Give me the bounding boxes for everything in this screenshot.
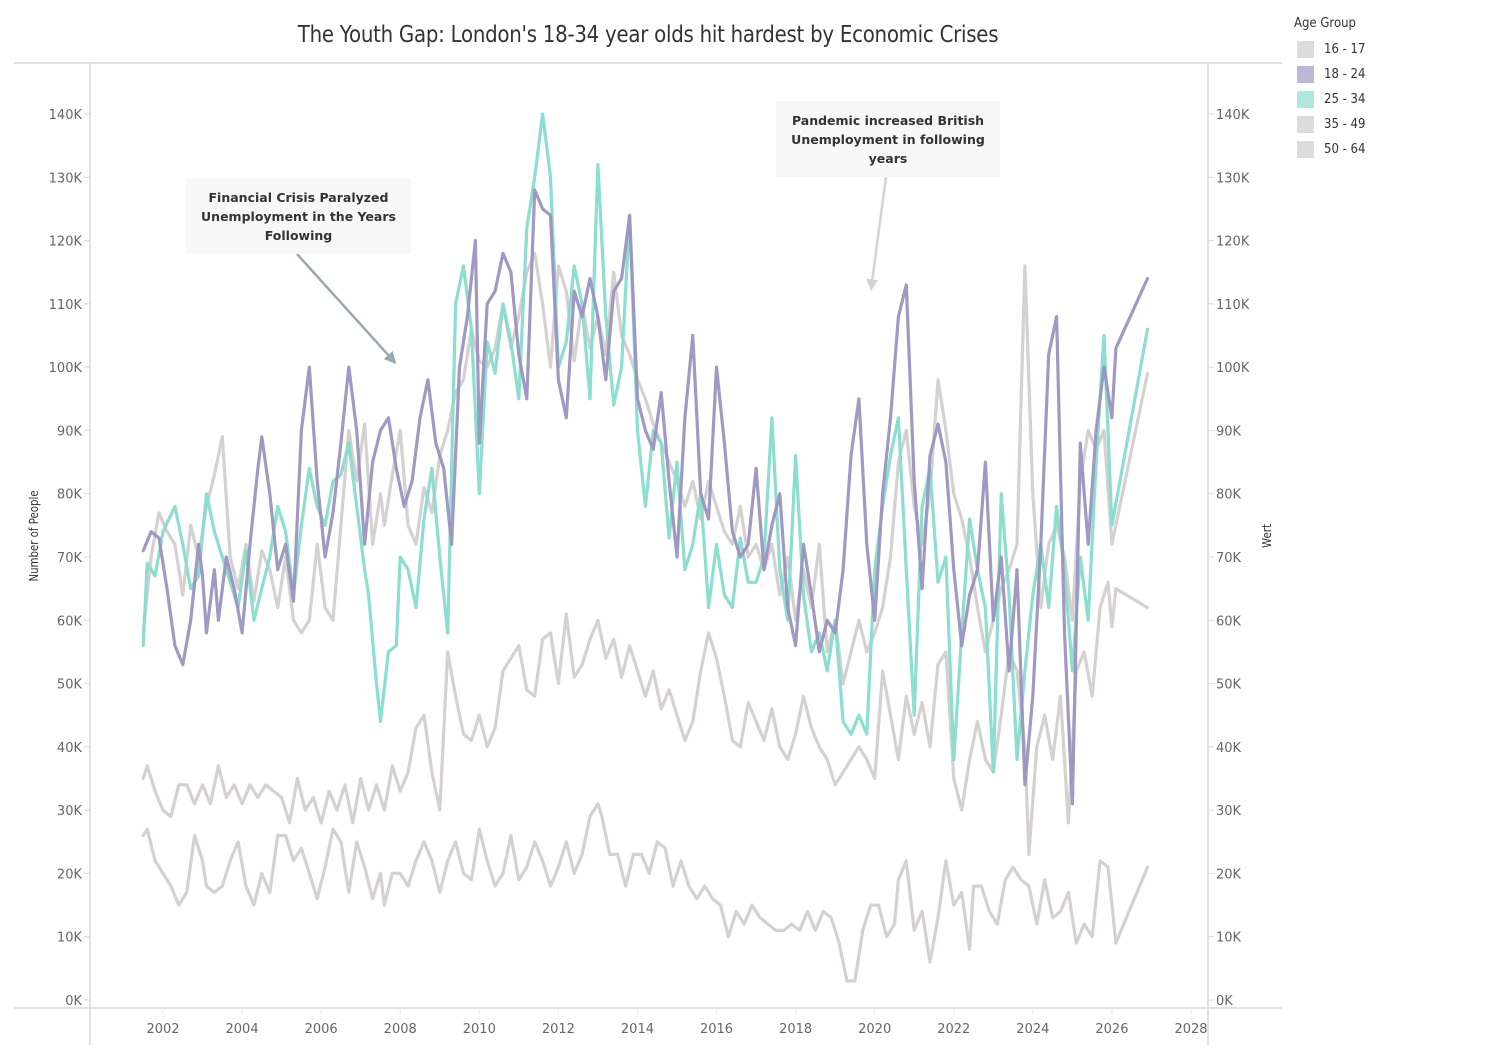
- y-tick-label-left: 40K: [57, 741, 83, 756]
- series-line-50-64: [141, 251, 1150, 686]
- y-tick-label-left: 90K: [57, 424, 83, 439]
- x-tick-label: 2022: [937, 1022, 970, 1037]
- series-line-35-49: [141, 580, 1150, 856]
- x-tick-label: 2024: [1016, 1022, 1049, 1037]
- x-tick-label: 2010: [463, 1022, 496, 1037]
- y-tick-label-left: 140K: [49, 108, 83, 123]
- legend-swatch: [1297, 116, 1314, 133]
- legend-swatch: [1297, 91, 1314, 108]
- x-tick-label: 2012: [542, 1022, 575, 1037]
- legend-item-25-34[interactable]: 25 - 34: [1294, 87, 1370, 112]
- y-axis-right: 0K 10K 20K 30K 40K 50K 60K 70K 80K 90K 100K 110K 120…: [1208, 108, 1250, 1009]
- x-tick-label: 2026: [1095, 1022, 1128, 1037]
- y-axis-left: 0K 10K 20K 30K 40K 50K 60K 70K 80K 90K 100K 110K 120…: [49, 108, 90, 1009]
- x-tick-label: 2020: [858, 1022, 891, 1037]
- y-tick-label-right: 20K: [1216, 867, 1242, 882]
- y-tick-label-left: 130K: [49, 171, 83, 186]
- y-axis-title-left: Number of People: [27, 490, 41, 581]
- y-tick-label-right: 40K: [1216, 741, 1242, 756]
- series-line-25-34: [141, 112, 1150, 774]
- y-tick-label-left: 100K: [49, 361, 83, 376]
- y-tick-label-right: 0K: [1216, 994, 1233, 1009]
- y-tick-label-right: 130K: [1216, 171, 1250, 186]
- legend-label: 16 - 17: [1324, 42, 1366, 57]
- x-tick-label: 2016: [700, 1022, 733, 1037]
- annotation-arrow-head: [383, 351, 397, 364]
- legend-label: 35 - 49: [1324, 117, 1366, 132]
- y-tick-label-left: 120K: [49, 235, 83, 250]
- annotation-pandemic: Pandemic increased British Unemployment …: [776, 101, 1000, 177]
- y-tick-label-right: 70K: [1216, 551, 1242, 566]
- y-tick-label-right: 80K: [1216, 488, 1242, 503]
- legend-item-35-49[interactable]: 35 - 49: [1294, 112, 1370, 137]
- x-tick-label: 2028: [1174, 1022, 1207, 1037]
- x-tick-label: 2006: [305, 1022, 338, 1037]
- legend-title: Age Group: [1294, 16, 1356, 31]
- y-tick-label-left: 50K: [57, 678, 83, 693]
- y-tick-label-right: 10K: [1216, 931, 1242, 946]
- y-tick-label-right: 140K: [1216, 108, 1250, 123]
- y-tick-label-left: 0K: [65, 994, 82, 1009]
- legend-swatch: [1297, 66, 1314, 83]
- y-tick-label-right: 110K: [1216, 298, 1250, 313]
- series-lines: [141, 112, 1150, 983]
- x-tick-label: 2018: [779, 1022, 812, 1037]
- legend-swatch: [1297, 41, 1314, 58]
- y-tick-label-left: 10K: [57, 931, 83, 946]
- y-tick-label-left: 20K: [57, 867, 83, 882]
- y-tick-label-left: 30K: [57, 804, 83, 819]
- y-tick-label-right: 100K: [1216, 361, 1250, 376]
- x-axis: 2002 2004 2006 2008 2010 2012 2014 2016 2018 2020…: [146, 1008, 1208, 1037]
- y-tick-label-right: 90K: [1216, 424, 1242, 439]
- y-tick-label-left: 70K: [57, 551, 83, 566]
- x-tick-label: 2002: [146, 1022, 179, 1037]
- x-tick-label: 2014: [621, 1022, 654, 1037]
- y-tick-label-right: 60K: [1216, 614, 1242, 629]
- annotation-arrow-line: [296, 253, 390, 356]
- series-line-18-24: [141, 188, 1150, 806]
- annotation-arrows: [296, 176, 888, 364]
- annotation-arrow-head: [866, 278, 879, 292]
- y-tick-label-left: 80K: [57, 488, 83, 503]
- legend-label: 25 - 34: [1324, 92, 1366, 107]
- y-tick-label-right: 120K: [1216, 235, 1250, 250]
- legend-item-50-64[interactable]: 50 - 64: [1294, 137, 1370, 162]
- legend-item-18-24[interactable]: 18 - 24: [1294, 62, 1370, 87]
- legend-item-16-17[interactable]: 16 - 17: [1294, 37, 1370, 62]
- legend-swatch: [1297, 141, 1314, 158]
- y-tick-label-right: 30K: [1216, 804, 1242, 819]
- legend: Age Group 16 - 17 18 - 24 25 - 34 35 - 49 50…: [1294, 16, 1370, 162]
- y-tick-label-left: 60K: [57, 614, 83, 629]
- x-tick-label: 2008: [384, 1022, 417, 1037]
- annotation-arrow-line: [871, 176, 888, 280]
- series-line-16-17: [141, 802, 1150, 983]
- legend-label: 50 - 64: [1324, 142, 1366, 157]
- y-axis-title-right: Wert: [1260, 523, 1274, 548]
- y-tick-label-right: 50K: [1216, 678, 1242, 693]
- x-tick-label: 2004: [226, 1022, 259, 1037]
- y-tick-label-left: 110K: [49, 298, 83, 313]
- annotation-financial-crisis: Financial Crisis Paralyzed Unemployment …: [186, 178, 411, 254]
- chart-title: The Youth Gap: London's 18-34 year olds …: [297, 22, 999, 48]
- legend-label: 18 - 24: [1324, 67, 1366, 82]
